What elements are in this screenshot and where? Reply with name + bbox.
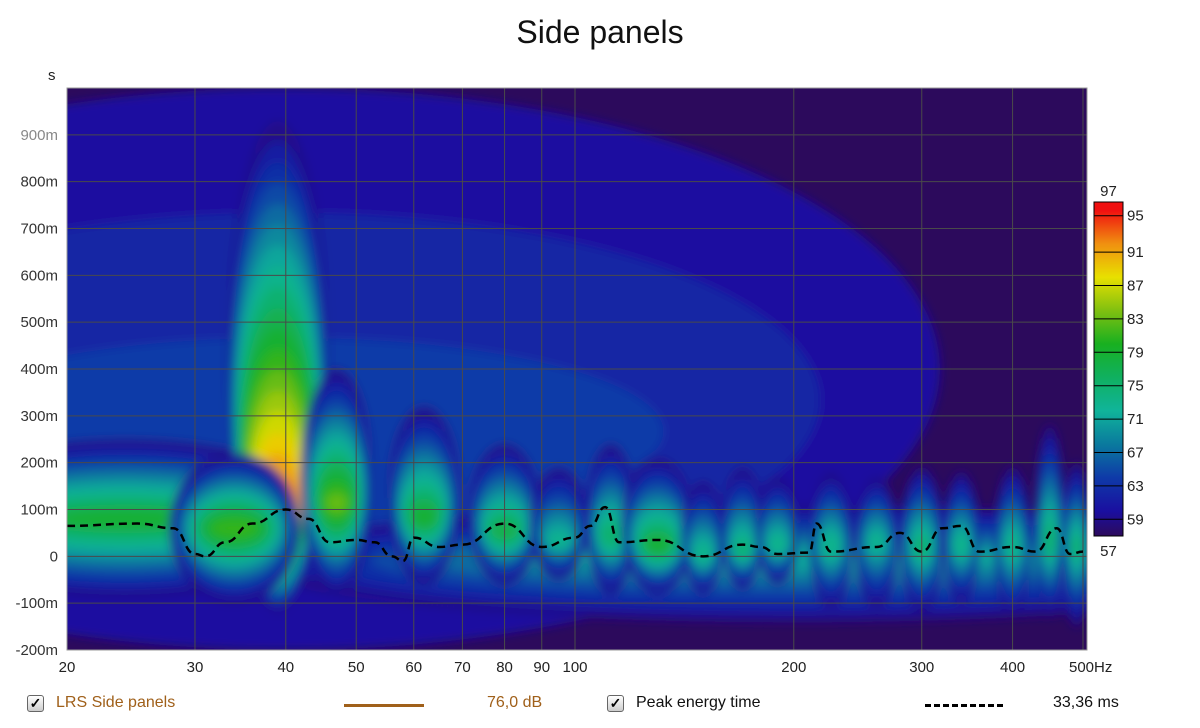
- energy-contour-73db: [768, 534, 787, 554]
- x-tick-label: 400: [1000, 659, 1025, 676]
- colorbar-tick-label: 87: [1127, 278, 1144, 295]
- x-tick-label: 20: [59, 659, 76, 676]
- x-tick-label: 500Hz: [1069, 659, 1112, 676]
- chart-title: Side panels: [516, 14, 684, 50]
- y-tick-label: -100m: [15, 595, 58, 612]
- x-tick-label: 80: [496, 659, 513, 676]
- energy-contour-79db: [67, 511, 191, 527]
- y-tick-label: 500m: [20, 314, 58, 331]
- series2-value: 33,36 ms: [1053, 694, 1119, 711]
- y-tick-label: 0: [50, 548, 58, 565]
- series1-label: LRS Side panels: [56, 694, 176, 711]
- energy-peak-47hz: [300, 369, 374, 594]
- y-tick-label: -200m: [15, 642, 58, 659]
- colorbar-tick-label: 75: [1127, 378, 1144, 395]
- grid: [67, 88, 1087, 650]
- series1-value: 76,0 dB: [487, 694, 543, 711]
- colorbar-min-label: 57: [1100, 543, 1117, 560]
- energy-peak-450hz: [1035, 425, 1065, 618]
- energy-contour-75db: [1043, 523, 1056, 555]
- colorbar-max-label: 97: [1100, 183, 1117, 200]
- energy-peak-260hz: [854, 476, 899, 608]
- energy-peak-490hz: [1062, 462, 1087, 627]
- colorbar-tick-label: 67: [1127, 445, 1144, 462]
- x-tick-label: 90: [533, 659, 550, 676]
- energy-contour-73db: [821, 533, 841, 558]
- energy-peak-150hz: [681, 481, 725, 594]
- energy-peak-225hz: [809, 472, 853, 608]
- x-tick-label: 200: [781, 659, 806, 676]
- energy-contour-79db: [413, 508, 436, 525]
- energy-peak-62hz: [387, 406, 461, 585]
- series2-checkbox[interactable]: ✓: [607, 695, 624, 712]
- energy-contour-73db: [693, 543, 713, 563]
- colorbar-tick-label: 83: [1127, 311, 1144, 328]
- colorbar-tick-label: 79: [1127, 344, 1144, 361]
- x-tick-label: 70: [454, 659, 471, 676]
- x-tick-label: 40: [277, 659, 294, 676]
- x-tick-label: 30: [187, 659, 204, 676]
- y-tick-label: 200m: [20, 455, 58, 472]
- colorbar-tick-label: 63: [1127, 478, 1144, 495]
- peak-energy-time-line: [67, 505, 1084, 563]
- energy-contour-73db: [953, 533, 969, 557]
- energy-peak-340hz: [943, 472, 980, 604]
- energy-peak-95hz: [529, 467, 588, 580]
- colorbar: 95 91 87 83 79 75 71 67 63 59 97 57: [1093, 183, 1144, 560]
- y-tick-label: 100m: [20, 502, 58, 519]
- series1-checkbox[interactable]: ✓: [27, 695, 44, 712]
- energy-contour-83db: [326, 494, 347, 512]
- y-tick-label: 800m: [20, 174, 58, 191]
- x-tick-label: 100: [562, 659, 587, 676]
- y-tick-label: 900m: [20, 127, 58, 144]
- series1-line-swatch: [344, 704, 424, 707]
- colorbar-tick-label: 95: [1127, 208, 1144, 225]
- series2-line-swatch: [925, 704, 1003, 707]
- colorbar-tick-label: 71: [1127, 411, 1144, 428]
- y-axis-unit: s: [48, 67, 56, 84]
- y-tick-label: 600m: [20, 267, 58, 284]
- series2-label: Peak energy time: [636, 694, 761, 711]
- energy-contour-79db: [646, 538, 669, 552]
- energy-peak-34hz: [169, 453, 300, 604]
- colorbar-tick-label: 91: [1127, 244, 1144, 261]
- x-tick-label: 300: [909, 659, 934, 676]
- colorbar-tick-label: 59: [1127, 511, 1144, 528]
- plot-border: [66, 87, 1088, 651]
- x-tick-label: 60: [405, 659, 422, 676]
- x-tick-label: 50: [348, 659, 365, 676]
- energy-contour-81db: [211, 519, 258, 538]
- y-tick-label: 300m: [20, 408, 58, 425]
- colorbar-gradient: [1093, 201, 1124, 537]
- energy-peak-190hz: [755, 476, 800, 585]
- y-tick-label: 400m: [20, 361, 58, 378]
- y-tick-label: 700m: [20, 221, 58, 238]
